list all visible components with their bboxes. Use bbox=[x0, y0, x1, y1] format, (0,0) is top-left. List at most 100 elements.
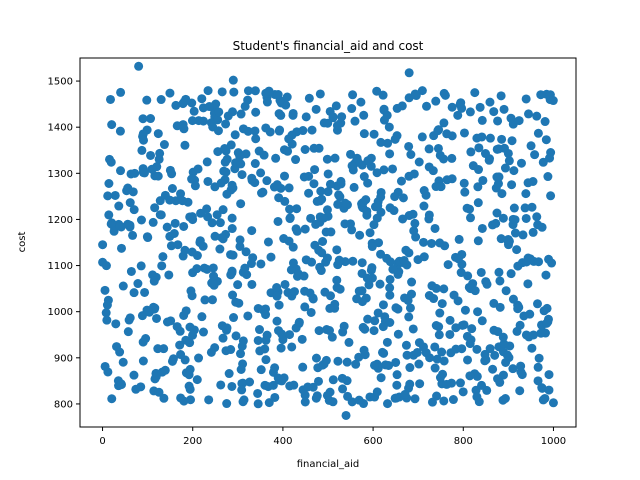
data-point bbox=[548, 96, 558, 106]
data-point bbox=[129, 205, 139, 215]
data-point bbox=[142, 232, 152, 242]
data-point bbox=[493, 179, 503, 189]
data-point bbox=[364, 280, 374, 290]
data-point bbox=[465, 339, 475, 349]
data-point bbox=[243, 86, 253, 96]
data-point bbox=[316, 186, 326, 196]
data-point bbox=[100, 285, 110, 295]
data-point bbox=[280, 171, 290, 181]
data-point bbox=[381, 360, 390, 370]
data-point bbox=[384, 122, 394, 132]
data-point bbox=[253, 335, 263, 345]
data-point bbox=[312, 391, 322, 401]
data-point bbox=[130, 168, 140, 178]
data-point bbox=[350, 116, 360, 126]
data-point bbox=[101, 308, 111, 318]
data-point bbox=[405, 379, 415, 389]
data-point bbox=[314, 326, 324, 336]
data-point bbox=[458, 387, 468, 397]
data-point bbox=[285, 204, 295, 214]
data-point bbox=[363, 156, 373, 166]
data-point bbox=[324, 326, 334, 336]
data-point bbox=[504, 156, 514, 166]
data-point bbox=[153, 344, 163, 354]
data-point bbox=[543, 172, 553, 182]
data-point bbox=[419, 237, 429, 247]
data-point bbox=[185, 322, 195, 332]
data-point bbox=[388, 164, 398, 174]
data-point bbox=[306, 307, 316, 317]
data-point bbox=[490, 350, 500, 360]
data-point bbox=[129, 288, 139, 298]
data-point bbox=[175, 340, 185, 350]
data-point bbox=[415, 379, 425, 389]
data-point bbox=[100, 361, 110, 371]
data-point bbox=[138, 114, 148, 124]
data-point bbox=[115, 347, 125, 357]
data-point bbox=[285, 330, 295, 340]
y-tick-label: 1300 bbox=[48, 169, 73, 180]
data-point bbox=[372, 168, 382, 178]
data-point bbox=[355, 230, 365, 240]
data-point bbox=[527, 343, 537, 353]
data-point bbox=[149, 276, 159, 286]
data-point bbox=[116, 166, 126, 176]
data-point bbox=[307, 125, 317, 135]
data-point bbox=[236, 365, 246, 374]
data-point bbox=[291, 155, 301, 165]
data-point bbox=[385, 283, 395, 293]
data-point bbox=[307, 257, 317, 267]
data-point bbox=[421, 348, 431, 358]
data-point bbox=[272, 291, 282, 301]
data-point bbox=[332, 121, 342, 131]
data-point bbox=[230, 130, 240, 140]
data-point bbox=[197, 312, 207, 322]
data-point bbox=[467, 324, 477, 334]
data-point bbox=[410, 218, 420, 228]
data-point bbox=[253, 388, 263, 398]
data-point bbox=[520, 203, 530, 213]
data-point bbox=[181, 306, 191, 316]
data-point bbox=[501, 357, 511, 367]
data-point bbox=[103, 191, 113, 201]
data-point bbox=[222, 189, 232, 199]
data-point bbox=[400, 389, 410, 399]
data-point bbox=[107, 120, 117, 130]
data-point bbox=[503, 234, 513, 244]
data-point bbox=[227, 381, 237, 391]
data-point bbox=[532, 111, 542, 121]
data-point bbox=[496, 234, 506, 244]
data-point bbox=[273, 216, 283, 226]
data-point bbox=[528, 227, 538, 237]
data-point bbox=[435, 373, 445, 383]
data-point bbox=[270, 392, 280, 402]
data-point bbox=[485, 344, 495, 354]
data-point bbox=[141, 334, 151, 344]
data-point bbox=[492, 208, 502, 218]
data-point bbox=[510, 228, 520, 238]
data-point bbox=[185, 384, 195, 394]
data-point bbox=[494, 172, 504, 182]
data-point bbox=[142, 95, 152, 105]
data-point bbox=[115, 221, 125, 231]
data-point bbox=[337, 373, 347, 383]
data-point bbox=[181, 95, 191, 105]
data-point bbox=[162, 222, 172, 232]
data-point bbox=[336, 176, 346, 186]
data-point bbox=[433, 143, 443, 153]
data-point bbox=[301, 112, 311, 122]
data-point bbox=[431, 96, 441, 106]
data-point bbox=[165, 195, 175, 205]
data-point bbox=[391, 357, 401, 367]
data-point bbox=[431, 321, 441, 330]
data-point bbox=[459, 320, 469, 330]
data-point bbox=[378, 322, 388, 332]
data-point bbox=[192, 375, 202, 385]
data-point bbox=[414, 359, 424, 369]
data-point bbox=[180, 140, 190, 150]
y-axis-ticks: 800 900 1000 1100 1200 1300 1400 1500 bbox=[48, 77, 80, 410]
data-point bbox=[221, 167, 231, 177]
data-point bbox=[447, 153, 457, 163]
data-point bbox=[526, 141, 536, 151]
data-point bbox=[430, 223, 440, 233]
